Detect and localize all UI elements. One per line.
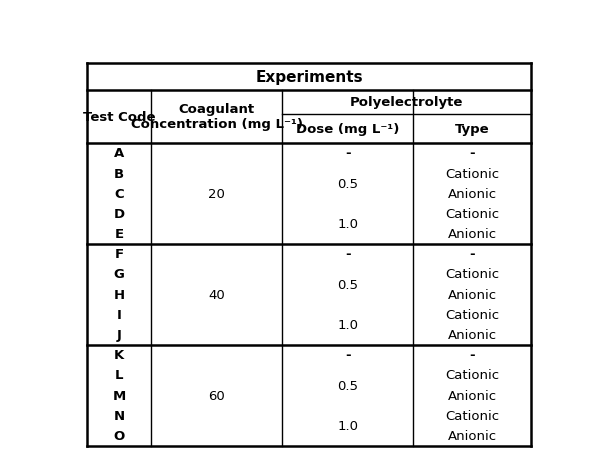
Text: Cationic: Cationic [445, 308, 499, 321]
Text: B: B [114, 167, 124, 180]
Text: Cationic: Cationic [445, 167, 499, 180]
Text: Anionic: Anionic [447, 228, 497, 241]
Text: J: J [117, 328, 122, 341]
Text: C: C [115, 187, 124, 200]
Text: -: - [469, 147, 475, 160]
Text: -: - [469, 248, 475, 261]
Text: A: A [114, 147, 124, 160]
Text: -: - [345, 348, 351, 361]
Text: F: F [115, 248, 124, 261]
Text: 0.5: 0.5 [338, 177, 358, 190]
Text: Anionic: Anionic [447, 429, 497, 442]
Text: Cationic: Cationic [445, 268, 499, 281]
Text: I: I [117, 308, 122, 321]
Text: Cationic: Cationic [445, 207, 499, 220]
Text: -: - [345, 147, 351, 160]
Text: 1.0: 1.0 [338, 318, 358, 331]
Text: Anionic: Anionic [447, 187, 497, 200]
Text: D: D [114, 207, 125, 220]
Text: Cationic: Cationic [445, 369, 499, 381]
Text: 40: 40 [209, 288, 226, 301]
Text: Anionic: Anionic [447, 389, 497, 402]
Text: Type: Type [455, 123, 490, 135]
Text: Polyelectrolyte: Polyelectrolyte [350, 96, 463, 109]
Text: Dose (mg L⁻¹): Dose (mg L⁻¹) [296, 123, 400, 135]
Text: O: O [113, 429, 125, 442]
Text: Test Code: Test Code [83, 111, 156, 123]
Text: Experiments: Experiments [255, 70, 363, 84]
Text: H: H [114, 288, 125, 301]
Text: L: L [115, 369, 124, 381]
Text: 0.5: 0.5 [338, 379, 358, 392]
Text: M: M [113, 389, 126, 402]
Text: Coagulant
Concentration (mg L⁻¹): Coagulant Concentration (mg L⁻¹) [131, 103, 303, 131]
Text: K: K [114, 348, 124, 361]
Text: G: G [114, 268, 125, 281]
Text: -: - [469, 348, 475, 361]
Text: 1.0: 1.0 [338, 218, 358, 230]
Text: 60: 60 [209, 389, 226, 402]
Text: -: - [345, 248, 351, 261]
Text: 0.5: 0.5 [338, 278, 358, 291]
Text: Anionic: Anionic [447, 288, 497, 301]
Text: Anionic: Anionic [447, 328, 497, 341]
Text: 20: 20 [209, 187, 226, 200]
Text: N: N [114, 409, 125, 422]
Text: 1.0: 1.0 [338, 419, 358, 432]
Text: E: E [115, 228, 124, 241]
Text: Cationic: Cationic [445, 409, 499, 422]
